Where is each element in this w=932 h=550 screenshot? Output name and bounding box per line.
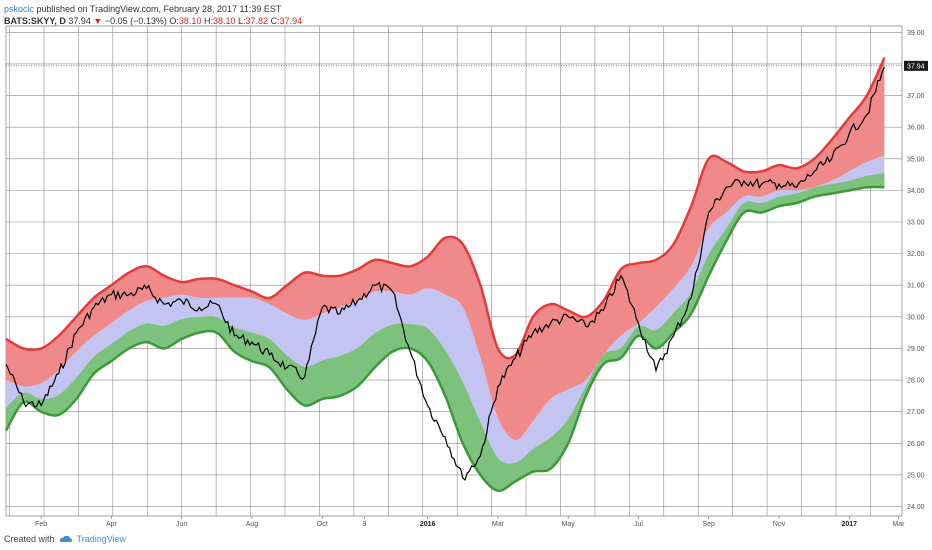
last-price-tag-label: 37.94 — [907, 63, 925, 70]
last-price-tag-bg — [904, 60, 928, 71]
y-tick-label: 31.00 — [907, 283, 925, 290]
x-tick-label: 2017 — [842, 521, 858, 528]
down-arrow-icon: ▼ — [93, 16, 103, 26]
open-value: 38.10 — [178, 16, 202, 26]
price-axis[interactable]: 24.00 25.00 26.00 27.00 28.00 29.00 30.00 31.00… — [907, 30, 925, 511]
y-tick-label: 39.00 — [907, 30, 925, 37]
x-tick-label: Jun — [176, 521, 187, 528]
x-tick-label: Feb — [35, 521, 47, 528]
y-tick-label: 37.00 — [907, 93, 925, 100]
cloud-icon — [59, 535, 72, 542]
price-change: −0.05 (−0.13%) — [104, 16, 167, 26]
open-label: O: — [169, 16, 179, 26]
created-with-text: Created with — [4, 534, 55, 544]
y-tick-label: 24.00 — [907, 504, 925, 511]
x-tick-label: Aug — [246, 521, 259, 528]
y-tick-label: 30.00 — [907, 314, 925, 321]
x-tick-label: May — [562, 521, 576, 528]
time-axis[interactable]: Feb Apr Jun Aug Oct 9 2016 Mar May Jul Sep Nov 2017 M… — [35, 516, 905, 528]
y-tick-label: 29.00 — [907, 346, 925, 353]
low-value: 37.82 — [245, 16, 269, 26]
chart-footer: Created with TradingView — [4, 534, 126, 544]
y-tick-label: 27.00 — [907, 409, 925, 416]
lower-band-line — [4, 185, 885, 492]
y-tick-label: 33.00 — [907, 220, 925, 227]
publish-line: pskocic published on TradingView.com, Fe… — [4, 3, 302, 15]
price-series-line — [5, 66, 885, 482]
last-price-tag: 37.94 — [904, 60, 928, 71]
close-value: 37.94 — [279, 16, 303, 26]
y-tick-label: 34.00 — [907, 188, 925, 195]
lower-band-fill — [6, 173, 885, 491]
x-tick-label: Nov — [773, 521, 786, 528]
low-label: L: — [238, 16, 246, 26]
last-price: 37.94 — [68, 16, 91, 26]
x-tick-label: 9 — [362, 521, 366, 528]
x-tick-label: Mar — [892, 521, 905, 528]
middle-band-fill — [6, 155, 885, 491]
author-link[interactable]: pskocic — [4, 4, 35, 14]
x-tick-label: 2016 — [420, 521, 436, 528]
x-tick-label: Mar — [492, 521, 505, 528]
y-tick-label: 36.00 — [907, 125, 925, 132]
y-tick-label: 28.00 — [907, 378, 925, 385]
x-tick-label: Oct — [317, 521, 328, 528]
high-label: H: — [203, 16, 213, 26]
ohlc-line: BATS:SKYY, D 37.94 ▼ −0.05 (−0.13%) O:38… — [4, 15, 302, 27]
y-tick-label: 35.00 — [907, 156, 925, 163]
y-tick-label: 26.00 — [907, 441, 925, 448]
upper-band-line — [5, 57, 886, 360]
y-tick-label: 25.00 — [907, 472, 925, 479]
upper-band-fill — [6, 57, 885, 441]
high-value: 38.10 — [212, 16, 236, 26]
publish-info: published on TradingView.com, February 2… — [36, 4, 282, 14]
y-tick-label: 32.00 — [907, 251, 925, 258]
x-tick-label: Sep — [703, 521, 716, 528]
ticker-symbol: BATS:SKYY, D — [4, 16, 66, 26]
tradingview-brand-link[interactable]: TradingView — [76, 534, 127, 544]
x-tick-label: Jul — [634, 521, 643, 528]
chart-header: pskocic published on TradingView.com, Fe… — [4, 3, 302, 27]
close-label: C: — [270, 16, 280, 26]
x-tick-label: Apr — [106, 521, 118, 528]
